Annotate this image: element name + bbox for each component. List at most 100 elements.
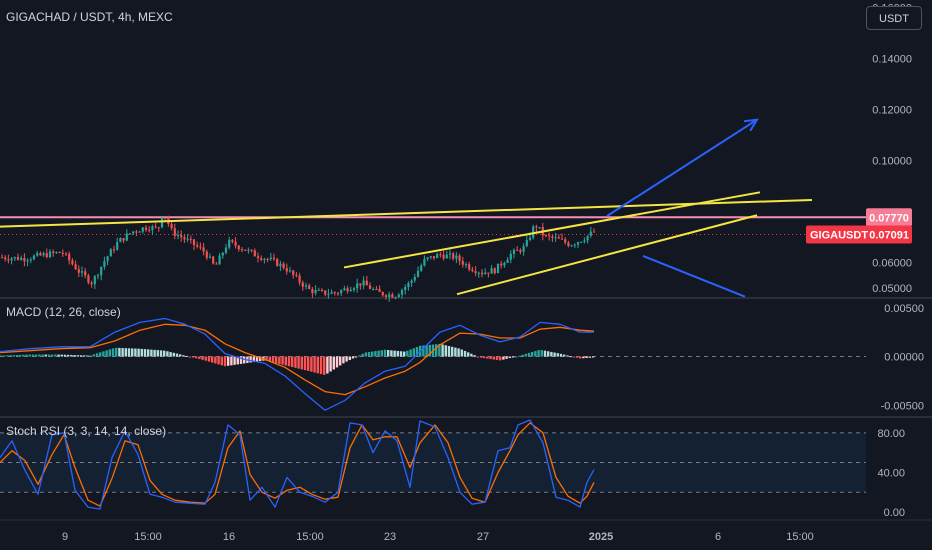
macd-histogram-bar [182, 355, 185, 357]
macd-histogram-bar [467, 352, 470, 357]
macd-histogram-bar [374, 351, 377, 357]
candle-body [160, 217, 164, 228]
macd-histogram-bar [284, 356, 287, 366]
macd-histogram-bar [0, 355, 3, 357]
candle-body [560, 238, 564, 240]
trendline-1 [0, 198, 813, 228]
macd-histogram-bar [518, 355, 521, 357]
macd-histogram-bar [502, 356, 505, 360]
candle-body [420, 265, 423, 271]
candle-body [346, 288, 349, 292]
candle-body [250, 249, 253, 251]
candle-body [330, 292, 333, 294]
candle-body [247, 249, 250, 251]
macd-histogram-bar [515, 356, 518, 358]
macd-histogram-bar [41, 354, 44, 357]
macd-histogram-bar [406, 350, 409, 357]
macd-histogram-bar [409, 349, 412, 357]
candle-body [426, 257, 429, 259]
candle-body [164, 217, 167, 219]
candle-body [48, 251, 52, 258]
macd-histogram-bar [79, 355, 83, 357]
candle-body [144, 227, 148, 230]
macd-histogram-bar [134, 348, 137, 357]
candle-body [576, 242, 580, 245]
candle-body [151, 226, 154, 231]
macd-histogram-bar [511, 356, 515, 358]
macd-histogram-bar [390, 350, 393, 357]
macd-histogram-bar [195, 356, 198, 359]
macd-histogram-bar [188, 356, 191, 358]
trendline-2 [343, 191, 761, 269]
candle-body [340, 290, 343, 294]
candle-body [397, 294, 400, 298]
candle-body [128, 233, 132, 235]
macd-histogram-bar [534, 351, 537, 357]
candle-body [336, 293, 340, 295]
macd-histogram-bar [153, 349, 156, 357]
candle-body [64, 253, 68, 255]
candle-body [253, 250, 256, 257]
candle-body [135, 231, 138, 233]
macd-histogram-bar [233, 356, 236, 365]
macd-histogram-bar [255, 356, 259, 362]
macd-histogram-bar [147, 349, 150, 357]
macd-histogram-bar [118, 347, 121, 357]
macd-histogram-bar [547, 351, 550, 357]
macd-histogram-bar [131, 348, 134, 357]
macd-histogram-bar [102, 351, 105, 357]
macd-histogram-bar [559, 353, 563, 357]
macd-histogram-bar [387, 350, 390, 357]
macd-histogram-bar [310, 356, 313, 372]
macd-histogram-bar [169, 352, 172, 357]
currency-button[interactable]: USDT [866, 6, 922, 30]
candle-body [509, 253, 512, 260]
candle-body [13, 256, 16, 259]
candle-body [42, 253, 45, 256]
candle-body [570, 245, 573, 247]
macd-histogram-bar [198, 356, 201, 360]
macd-histogram-bar [307, 356, 310, 371]
candle-body [173, 228, 176, 236]
candle-body [170, 224, 173, 229]
candle-body [112, 249, 116, 251]
candle-body [554, 237, 557, 239]
candle-body [404, 287, 407, 291]
macd-histogram-bar [479, 356, 483, 358]
macd-histogram-bar [185, 355, 188, 357]
candle-body [445, 254, 448, 259]
candle-body [301, 282, 304, 287]
macd-histogram-bar [275, 356, 278, 364]
candle-body [228, 239, 231, 248]
candle-body [548, 235, 551, 237]
candle-body [400, 290, 404, 295]
macd-histogram-bar [524, 353, 527, 357]
candle-body [458, 255, 461, 261]
macd-histogram-bar [415, 346, 419, 357]
macd-histogram-bar [31, 354, 35, 357]
macd-histogram-bar [543, 350, 547, 357]
candle-body [311, 288, 314, 294]
macd-histogram-bar [383, 349, 387, 357]
macd-histogram-bar [3, 355, 6, 357]
macd-histogram-bar [579, 356, 582, 359]
candle-body [333, 292, 336, 294]
macd-histogram-bar [217, 356, 220, 365]
macd-histogram-bar [348, 356, 351, 361]
macd-histogram-bar [137, 348, 140, 357]
candle-body [183, 237, 186, 240]
candle-body [580, 241, 583, 243]
macd-histogram-bar [540, 350, 543, 357]
candle-body [452, 253, 455, 259]
up-arrow [606, 118, 758, 217]
candle-body [0, 257, 4, 259]
candle-body [391, 294, 394, 298]
candle-body [432, 256, 436, 259]
macd-histogram-bar [553, 352, 556, 357]
macd-label: MACD (12, 26, close) [6, 305, 121, 319]
candle-body [87, 275, 90, 283]
candle-body [589, 231, 592, 236]
macd-histogram-bar [99, 352, 102, 357]
